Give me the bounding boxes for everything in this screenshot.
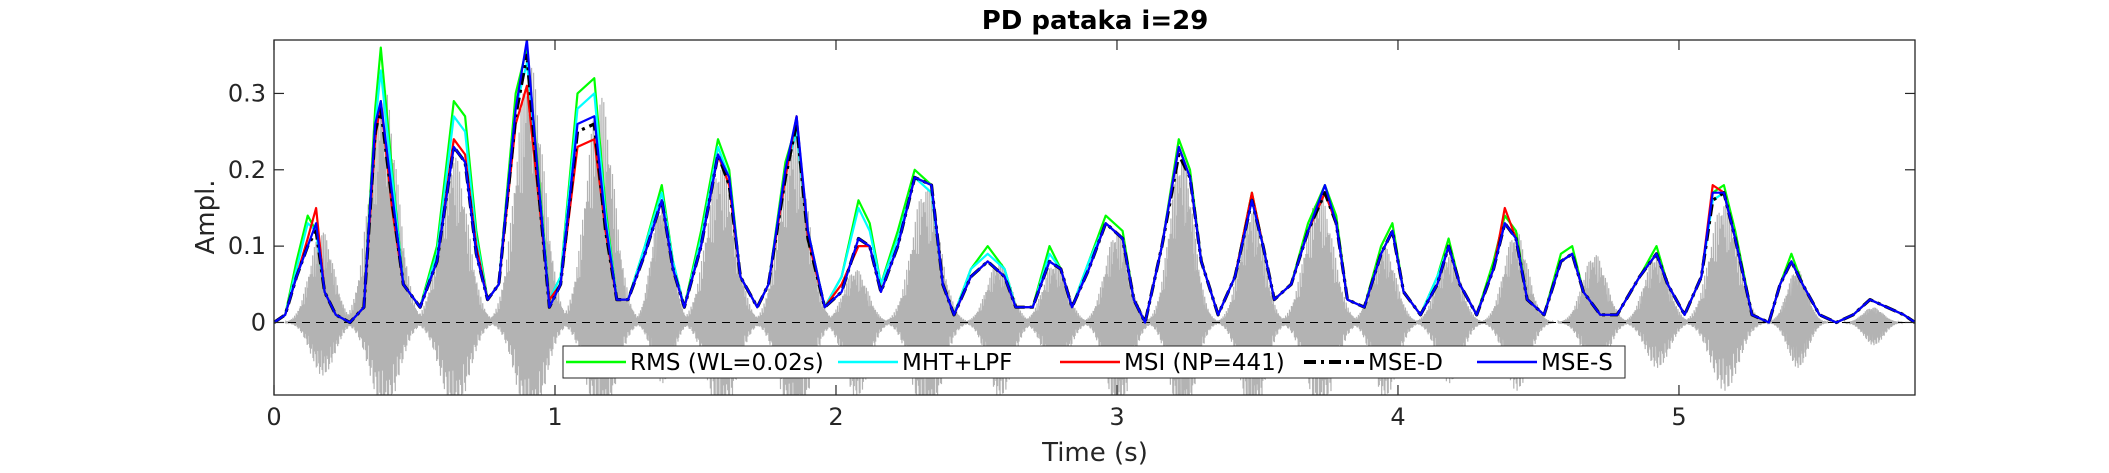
- waveform-burst-18: [1478, 232, 1555, 391]
- axis-ticks: 0 1 2 3 4 5 0 0.1 0.2 0.3: [228, 40, 1915, 431]
- waveform-burst-14: [1214, 210, 1291, 395]
- waveform-burst-16: [1346, 247, 1423, 395]
- legend-label-1: MHT+LPF: [902, 350, 1012, 376]
- waveform-burst-9: [882, 187, 971, 395]
- waveform-burst-0: [284, 232, 361, 376]
- waveform-burst-2: [410, 157, 499, 395]
- legend-label-2: MSI (NP=441): [1124, 350, 1285, 376]
- waveform-burst-23: [1841, 307, 1906, 346]
- waveform-burst-11: [1017, 262, 1094, 376]
- legend: RMS (WL=0.02s) MHT+LPF MSI (NP=441) MSE-D MS…: [562, 345, 1626, 379]
- waveform-burst-12: [1079, 232, 1156, 395]
- waveform-burst-22: [1765, 270, 1830, 368]
- waveform-burst-10: [961, 262, 1038, 395]
- y-tick-label: 0.1: [228, 232, 266, 260]
- waveform-burst-1: [339, 90, 429, 395]
- legend-label-3: MSE-D: [1368, 350, 1443, 376]
- y-tick-label: 0.2: [228, 156, 266, 184]
- x-tick-label: 4: [1390, 403, 1405, 431]
- y-tick-label: 0: [251, 308, 266, 336]
- waveform-burst-7: [750, 135, 839, 395]
- legend-label-0: RMS (WL=0.02s): [630, 350, 824, 376]
- y-tick-label: 0.3: [228, 79, 266, 107]
- waveform-layer: [284, 67, 1906, 395]
- waveform-burst-13: [1144, 157, 1221, 395]
- waveform-burst-19: [1557, 255, 1634, 376]
- waveform-burst-5: [630, 202, 695, 384]
- series-layer: [274, 40, 1915, 325]
- x-tick-label: 3: [1109, 403, 1124, 431]
- x-tick-label: 0: [266, 403, 281, 431]
- x-tick-label: 2: [828, 403, 843, 431]
- plot-area-frame: [273, 39, 1916, 396]
- waveform-burst-8: [818, 270, 895, 395]
- y-axis-label: Ampl.: [191, 179, 221, 254]
- waveform-burst-17: [1411, 255, 1488, 384]
- waveform-burst-4: [556, 97, 645, 395]
- series-line-mse-s: [274, 40, 1915, 324]
- chart-title: PD pataka i=29: [982, 6, 1209, 36]
- waveform-burst-6: [677, 165, 766, 395]
- waveform-burst-20: [1619, 255, 1696, 368]
- waveform-burst-15: [1275, 195, 1365, 395]
- legend-label-4: MSE-S: [1541, 350, 1613, 376]
- waveform-burst-21: [1680, 202, 1769, 391]
- x-axis-label: Time (s): [1041, 438, 1148, 468]
- waveform-burst-3: [485, 67, 575, 395]
- x-tick-label: 1: [547, 403, 562, 431]
- x-tick-label: 5: [1671, 403, 1686, 431]
